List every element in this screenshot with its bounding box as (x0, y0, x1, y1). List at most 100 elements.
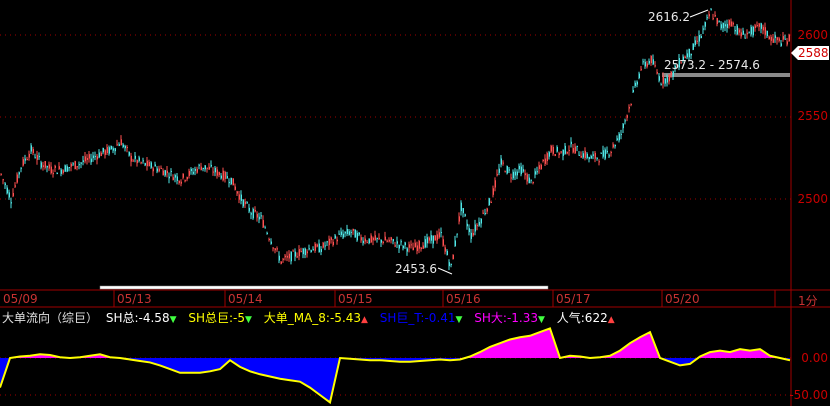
candle (588, 157, 590, 160)
candle (50, 166, 52, 174)
low-label: 2453.6 (395, 262, 437, 276)
candle (640, 68, 642, 70)
candle (780, 43, 782, 46)
candle (258, 216, 260, 220)
candle (478, 221, 480, 226)
candle (8, 192, 10, 198)
candle (634, 82, 636, 87)
candle (308, 248, 310, 250)
candle (162, 170, 164, 176)
candle (176, 176, 178, 181)
candle (92, 155, 94, 159)
candle (380, 239, 382, 243)
candle (488, 198, 490, 206)
candle (396, 241, 398, 244)
indicator-bar (310, 358, 320, 395)
up-arrow-icon: ▲ (361, 315, 368, 325)
candle (776, 37, 778, 41)
candle (382, 241, 384, 244)
candle (476, 224, 478, 227)
candle (284, 255, 286, 258)
candle (262, 220, 264, 228)
candle (740, 32, 742, 37)
indicator-title[interactable]: 大单流向（综巨） (2, 311, 99, 325)
indicator-bar (500, 339, 510, 358)
candle (704, 22, 706, 27)
candle (504, 171, 506, 173)
candle (38, 156, 40, 158)
price-tick-2600: 2600 (797, 28, 828, 42)
indicator-bar (210, 358, 220, 372)
candle (660, 84, 662, 86)
candle (512, 171, 514, 179)
candle (90, 158, 92, 163)
candle (146, 160, 148, 167)
candle (434, 235, 436, 241)
candle (160, 167, 162, 169)
candle (540, 164, 542, 170)
candle (730, 21, 732, 27)
indicator-bar (320, 358, 330, 403)
candle (486, 208, 488, 212)
candle (562, 149, 564, 156)
candle (68, 167, 70, 169)
candle (500, 158, 502, 165)
candle (220, 175, 222, 179)
candle (718, 20, 720, 22)
candle (182, 173, 184, 178)
candle (46, 166, 48, 168)
candle (246, 202, 248, 204)
candle (232, 178, 234, 186)
candle (266, 232, 268, 234)
candle (666, 77, 668, 83)
candle (366, 241, 368, 243)
candle (498, 168, 500, 173)
candle (310, 250, 312, 252)
candle (770, 36, 772, 41)
candle (568, 150, 570, 152)
range-bar (99, 285, 549, 290)
candle (436, 234, 438, 241)
candle (544, 158, 546, 164)
candle (604, 149, 606, 159)
candle (466, 223, 468, 227)
candle (690, 53, 692, 56)
candle (656, 72, 658, 74)
candle (680, 62, 682, 64)
indicator-bar (280, 358, 290, 381)
candle (260, 215, 262, 217)
indicator-tick-0: 0.00 (801, 351, 828, 365)
candle (264, 227, 266, 229)
candle (124, 145, 126, 149)
candle (732, 22, 734, 25)
candle (458, 216, 460, 222)
candle (746, 32, 748, 35)
candle (344, 231, 346, 234)
candle (24, 158, 26, 161)
candle (626, 115, 628, 118)
candle (208, 166, 210, 170)
candle (672, 71, 674, 77)
candle (106, 147, 108, 154)
candle (720, 24, 722, 29)
candle (460, 202, 462, 212)
last-price-marker: 2588 (791, 46, 829, 60)
indicator-bar (290, 358, 300, 382)
candle (190, 168, 192, 172)
candle (400, 241, 402, 243)
indicator-bar (160, 358, 170, 370)
candle (542, 159, 544, 161)
candle (356, 232, 358, 241)
period-button[interactable]: 1分 (798, 294, 818, 308)
indicator-bar (270, 358, 280, 379)
candle (566, 152, 568, 154)
candle (546, 153, 548, 162)
candle (166, 170, 168, 174)
candle (716, 18, 718, 25)
candle (602, 150, 604, 157)
candle (336, 239, 338, 242)
indicator-bar (510, 337, 520, 358)
candle (430, 235, 432, 241)
candle (594, 152, 596, 159)
